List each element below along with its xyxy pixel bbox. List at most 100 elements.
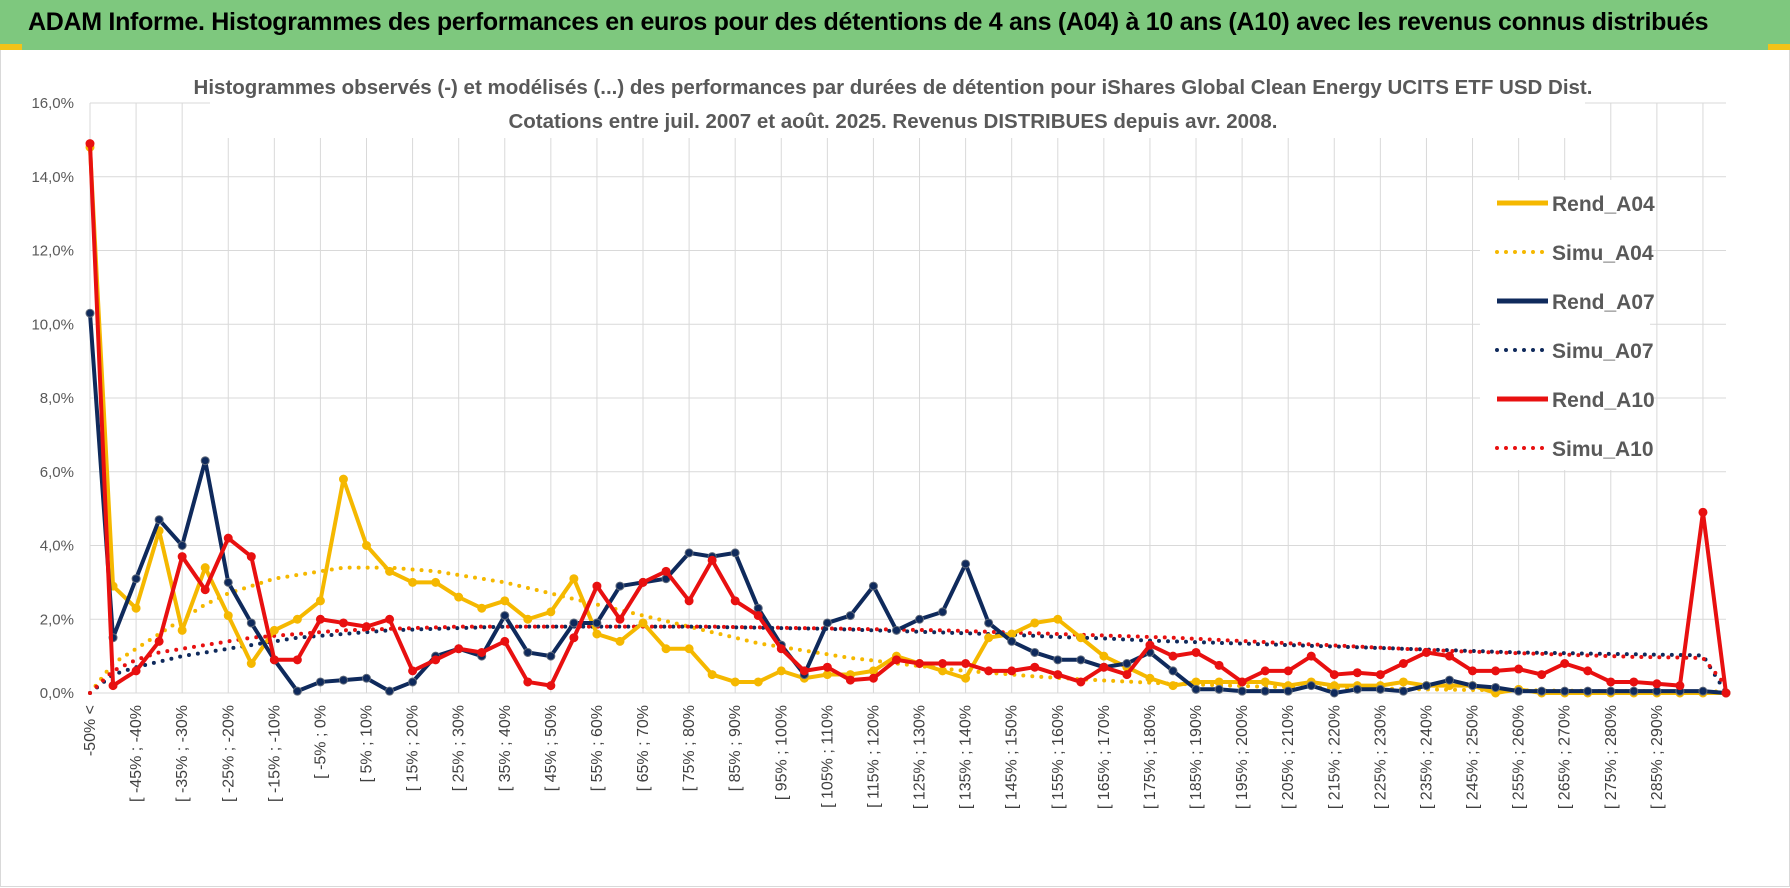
data-point [385, 686, 395, 696]
data-point [523, 677, 533, 687]
data-point [1675, 681, 1685, 691]
data-point [1122, 659, 1132, 668]
x-tick-label: -50% < [82, 705, 99, 756]
data-point [408, 666, 418, 676]
data-point [385, 566, 395, 576]
data-point [938, 666, 948, 676]
data-point [915, 659, 925, 668]
data-point [822, 670, 832, 680]
data-point [707, 555, 717, 565]
x-tick-label: [ -25% ; -20% [220, 705, 237, 802]
data-point [131, 603, 141, 613]
data-point [362, 541, 372, 550]
y-tick-label: 6,0% [40, 464, 74, 481]
data-point [592, 581, 602, 591]
data-point [546, 651, 556, 661]
data-point [1398, 677, 1408, 687]
data-point [753, 603, 763, 613]
data-point [730, 677, 740, 687]
data-point [1583, 686, 1593, 696]
x-tick-label: [ 135% ; 140% [958, 705, 975, 809]
data-point [523, 614, 533, 624]
data-point [1099, 651, 1109, 661]
data-point [200, 585, 210, 595]
data-point [500, 611, 510, 621]
x-tick-label: [ 225% ; 230% [1372, 705, 1389, 809]
series-line [88, 624, 1728, 695]
data-point [454, 592, 464, 602]
data-point [500, 636, 510, 646]
x-axis: -50% < [ -45% ; -40% [ -35% ; -30% [ -25% ;… [82, 705, 1666, 809]
data-point [1076, 633, 1086, 643]
data-point [684, 548, 694, 558]
data-point [338, 618, 348, 628]
legend-label: Simu_A04 [1552, 242, 1654, 265]
data-point [661, 566, 671, 576]
data-point [1329, 670, 1339, 680]
data-point [292, 686, 302, 696]
x-tick-label: [ -15% ; -10% [266, 705, 283, 802]
y-axis: 0,0% 2,0% 4,0% 6,0% 8,0% 10,0% 12,0% 14,0% 16,0% [31, 95, 74, 702]
data-point [408, 577, 418, 587]
series-Simu_A04 [88, 565, 1728, 695]
data-point [1468, 666, 1478, 676]
data-point [1007, 666, 1017, 676]
x-tick-label: [ 65% ; 70% [635, 705, 652, 791]
data-point [1214, 660, 1224, 670]
data-point [1514, 664, 1524, 674]
data-point [246, 618, 256, 628]
y-tick-label: 12,0% [31, 243, 74, 260]
data-point [546, 681, 556, 691]
data-point [1030, 662, 1040, 672]
chart-title: Histogrammes observés (-) et modélisés (… [194, 76, 1593, 99]
y-tick-label: 8,0% [40, 390, 74, 407]
data-point [984, 666, 994, 676]
data-point [315, 596, 325, 606]
legend-label: Rend_A10 [1552, 389, 1655, 412]
x-tick-label: [ 75% ; 80% [681, 705, 698, 791]
data-point [1352, 684, 1362, 694]
data-point [822, 618, 832, 628]
x-tick-label: [ 55% ; 60% [589, 705, 606, 791]
title-banner: ADAM Informe. Histogrammes des performan… [0, 0, 1790, 50]
banner-title: ADAM Informe. Histogrammes des performan… [28, 8, 1709, 36]
data-point [338, 675, 348, 685]
series-line [88, 565, 1728, 695]
data-point [1329, 681, 1339, 691]
data-point [1444, 651, 1454, 661]
data-point [1468, 681, 1478, 691]
data-point [684, 644, 694, 654]
data-point [108, 681, 118, 691]
data-point [1145, 640, 1155, 650]
legend-background [1480, 180, 1650, 470]
data-point [615, 581, 625, 591]
legend-item-Rend_A07: Rend_A07 [1497, 291, 1655, 314]
data-point [1698, 686, 1708, 696]
data-point [362, 673, 372, 683]
data-point [845, 675, 855, 685]
data-point [1168, 681, 1178, 691]
data-point [523, 647, 533, 657]
series [85, 139, 1731, 698]
data-point [131, 574, 141, 584]
data-point [1214, 684, 1224, 694]
banner-accent-right [1768, 44, 1790, 50]
data-point [85, 308, 95, 318]
legend-item-Simu_A07: Simu_A07 [1495, 340, 1654, 363]
data-point [1421, 647, 1431, 657]
x-tick-label: [ 35% ; 40% [497, 705, 514, 791]
data-point [200, 456, 210, 466]
data-point [131, 666, 141, 676]
x-tick-label: [ 15% ; 20% [405, 705, 422, 791]
data-point [1560, 686, 1570, 696]
data-point [269, 625, 279, 635]
y-tick-label: 14,0% [31, 169, 74, 186]
data-point [546, 607, 556, 617]
x-tick-label: [ 175% ; 180% [1142, 705, 1159, 809]
series-Rend_A10 [85, 139, 1731, 698]
data-point [753, 611, 763, 621]
data-point [1260, 686, 1270, 696]
x-tick-label: [ 85% ; 90% [727, 705, 744, 791]
data-point [1698, 507, 1708, 517]
